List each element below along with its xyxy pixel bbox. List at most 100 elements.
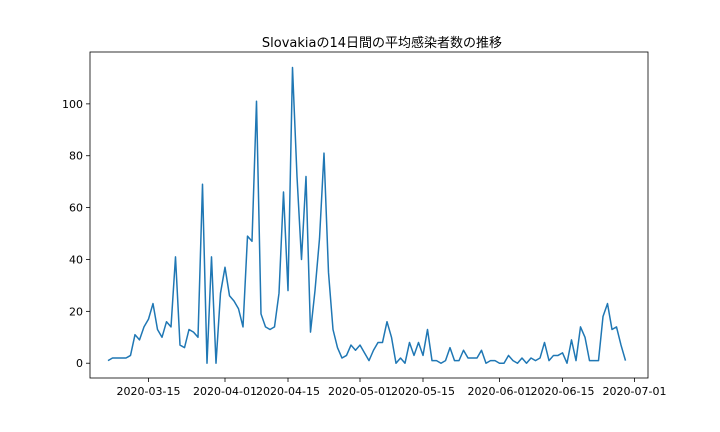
data-point <box>323 153 324 154</box>
data-point <box>490 360 491 361</box>
data-point <box>575 360 576 361</box>
y-tick-label: 80 <box>69 150 83 163</box>
data-point <box>409 342 410 343</box>
data-point <box>350 344 351 345</box>
data-point <box>319 238 320 239</box>
data-point <box>256 101 257 102</box>
data-point <box>472 357 473 358</box>
data-point <box>161 337 162 338</box>
data-point <box>328 272 329 273</box>
data-point <box>391 337 392 338</box>
x-tick-label: 2020-05-15 <box>391 385 455 398</box>
data-point <box>620 344 621 345</box>
data-point <box>625 360 626 361</box>
data-point <box>274 326 275 327</box>
data-point <box>512 360 513 361</box>
data-point <box>517 363 518 364</box>
data-point <box>395 363 396 364</box>
data-point <box>337 347 338 348</box>
data-point <box>130 355 131 356</box>
data-point <box>238 308 239 309</box>
x-tick-label: 2020-04-01 <box>193 385 257 398</box>
data-point <box>206 363 207 364</box>
data-point <box>247 236 248 237</box>
data-point <box>121 357 122 358</box>
data-point <box>283 191 284 192</box>
x-tick-label: 2020-03-15 <box>117 385 181 398</box>
data-point <box>193 332 194 333</box>
data-point <box>157 329 158 330</box>
y-tick-label: 60 <box>69 202 83 215</box>
data-point <box>476 357 477 358</box>
data-point <box>143 326 144 327</box>
data-point <box>566 363 567 364</box>
data-point <box>341 357 342 358</box>
x-tick-label: 2020-05-01 <box>328 385 392 398</box>
data-point <box>463 350 464 351</box>
x-tick-label: 2020-04-15 <box>256 385 320 398</box>
data-point <box>305 176 306 177</box>
data-point <box>359 344 360 345</box>
data-point <box>440 363 441 364</box>
data-point <box>611 329 612 330</box>
data-point <box>179 344 180 345</box>
data-point <box>260 313 261 314</box>
data-point <box>211 256 212 257</box>
data-point <box>224 267 225 268</box>
data-point <box>269 329 270 330</box>
series-group <box>107 66 627 364</box>
data-point <box>413 355 414 356</box>
data-point <box>152 303 153 304</box>
data-point <box>233 300 234 301</box>
data-point <box>431 360 432 361</box>
data-point <box>616 326 617 327</box>
data-point <box>454 360 455 361</box>
data-point <box>557 355 558 356</box>
data-point <box>526 363 527 364</box>
data-point <box>539 357 540 358</box>
data-point <box>116 357 117 358</box>
data-point <box>404 363 405 364</box>
data-point <box>584 337 585 338</box>
data-point <box>314 290 315 291</box>
data-point <box>467 357 468 358</box>
data-point <box>265 326 266 327</box>
data-point <box>229 295 230 296</box>
data-point <box>580 326 581 327</box>
data-point <box>310 332 311 333</box>
data-point <box>125 357 126 358</box>
y-tick-label: 100 <box>62 98 83 111</box>
data-point <box>355 350 356 351</box>
data-point <box>544 342 545 343</box>
data-point <box>373 350 374 351</box>
data-point <box>202 184 203 185</box>
data-point <box>332 329 333 330</box>
data-point <box>485 363 486 364</box>
data-point <box>562 352 563 353</box>
data-point <box>197 337 198 338</box>
data-point <box>571 339 572 340</box>
data-point <box>602 316 603 317</box>
x-tick-label: 2020-07-01 <box>603 385 667 398</box>
data-point <box>364 352 365 353</box>
data-point <box>278 293 279 294</box>
data-point <box>553 355 554 356</box>
x-tick-label: 2020-06-15 <box>531 385 595 398</box>
data-point <box>427 329 428 330</box>
x-tick-label: 2020-06-01 <box>468 385 532 398</box>
data-point <box>251 241 252 242</box>
data-point <box>386 321 387 322</box>
data-point <box>368 360 369 361</box>
data-point <box>593 360 594 361</box>
data-point <box>107 360 108 361</box>
y-tick-label: 40 <box>69 253 83 266</box>
data-point <box>139 339 140 340</box>
x-axis: 2020-03-15 2020-04-01 2020-04-15 2020-05-01… <box>117 378 667 398</box>
data-point <box>287 290 288 291</box>
y-axis: 0 20 40 60 80 100 <box>62 98 90 370</box>
data-point <box>292 67 293 68</box>
data-point <box>530 357 531 358</box>
plot-frame <box>89 51 649 379</box>
